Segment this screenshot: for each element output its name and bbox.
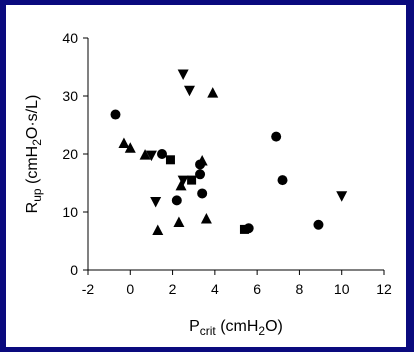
x-tick-label: 4 — [211, 281, 219, 297]
x-tick-label: 2 — [169, 281, 177, 297]
x-tick-label: 0 — [126, 281, 134, 297]
y-tick-label: 30 — [62, 88, 78, 104]
data-point-square — [165, 155, 175, 165]
data-point-circle — [110, 109, 121, 120]
x-tick-label: 8 — [296, 281, 304, 297]
data-point-square — [239, 224, 249, 234]
x-tick-label: -2 — [82, 281, 95, 297]
data-point-circle — [195, 169, 206, 180]
x-tick-label: 10 — [334, 281, 350, 297]
y-tick-label: 0 — [70, 262, 78, 278]
x-axis-title: Pcrit (cmH2O) — [189, 318, 283, 338]
data-point-triangle — [196, 154, 208, 166]
data-point-triangle-down — [183, 85, 195, 97]
data-point-triangle — [200, 212, 212, 224]
data-point-triangle — [175, 179, 187, 191]
chart-panel — [6, 5, 406, 347]
data-point-triangle — [139, 149, 151, 160]
data-point-triangle-down — [177, 69, 189, 80]
data-point-triangle-down — [150, 197, 162, 208]
data-point-triangle — [124, 142, 136, 153]
y-tick-label: 10 — [62, 204, 78, 220]
data-point-triangle — [207, 87, 219, 98]
data-point-circle — [313, 219, 324, 230]
data-point-triangle-down — [145, 150, 157, 162]
y-tick-label: 40 — [62, 30, 78, 46]
data-point-circle — [157, 149, 167, 159]
data-point-circle — [277, 175, 288, 186]
data-point-triangle — [152, 224, 164, 236]
data-point-triangle-down — [177, 175, 189, 187]
x-tick-label: 12 — [376, 281, 392, 297]
data-point-triangle — [173, 216, 185, 227]
data-point-circle — [271, 131, 282, 142]
y-tick-label: 20 — [62, 146, 78, 162]
data-points — [110, 69, 348, 236]
data-point-triangle — [118, 137, 130, 149]
y-axis-title: Rup (cmH2O·s/L) — [24, 95, 44, 214]
data-point-triangle-down — [336, 191, 348, 202]
data-point-circle — [171, 195, 182, 206]
data-point-circle — [197, 188, 208, 199]
x-tick-label: 6 — [253, 281, 261, 297]
data-point-square — [187, 175, 197, 185]
